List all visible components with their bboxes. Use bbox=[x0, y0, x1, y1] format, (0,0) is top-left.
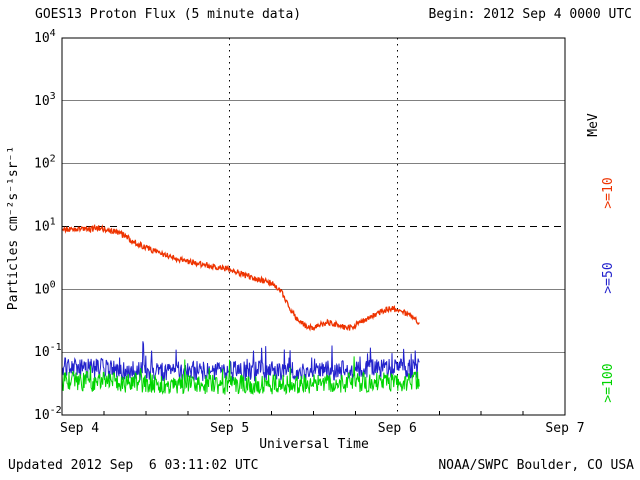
series--10-mev bbox=[62, 224, 420, 332]
y-tick-label: 100 bbox=[34, 279, 56, 297]
y-tick-label: 101 bbox=[34, 217, 56, 235]
series--50-mev bbox=[62, 341, 420, 382]
y-tick-label: 10-1 bbox=[34, 342, 62, 360]
x-tick-label: Sep 7 bbox=[545, 421, 584, 436]
y-tick-label: 10-2 bbox=[34, 405, 62, 423]
y-tick-label: 104 bbox=[34, 28, 56, 46]
x-tick-label: Sep 5 bbox=[210, 421, 249, 436]
chart-title: GOES13 Proton Flux (5 minute data) bbox=[35, 7, 302, 22]
x-tick-label: Sep 4 bbox=[60, 421, 99, 436]
credit: NOAA/SWPC Boulder, CO USA bbox=[438, 458, 634, 473]
y-tick-label: 102 bbox=[34, 154, 56, 172]
x-tick-label: Sep 6 bbox=[378, 421, 417, 436]
begin-timestamp: Begin: 2012 Sep 4 0000 UTC bbox=[428, 7, 633, 22]
legend-label-10: >=10 bbox=[601, 177, 616, 209]
y-axis-title: Particles cm⁻²s⁻¹sr⁻¹ bbox=[6, 145, 21, 311]
legend-label-50: >=50 bbox=[601, 262, 616, 294]
updated-timestamp: Updated 2012 Sep 6 03:11:02 UTC bbox=[8, 458, 259, 473]
x-axis-title: Universal Time bbox=[259, 437, 369, 452]
y-tick-label: 103 bbox=[34, 91, 56, 109]
legend-label-100: >=100 bbox=[601, 363, 616, 403]
series--100-mev bbox=[62, 356, 420, 396]
legend-label-mev: MeV bbox=[586, 113, 601, 137]
